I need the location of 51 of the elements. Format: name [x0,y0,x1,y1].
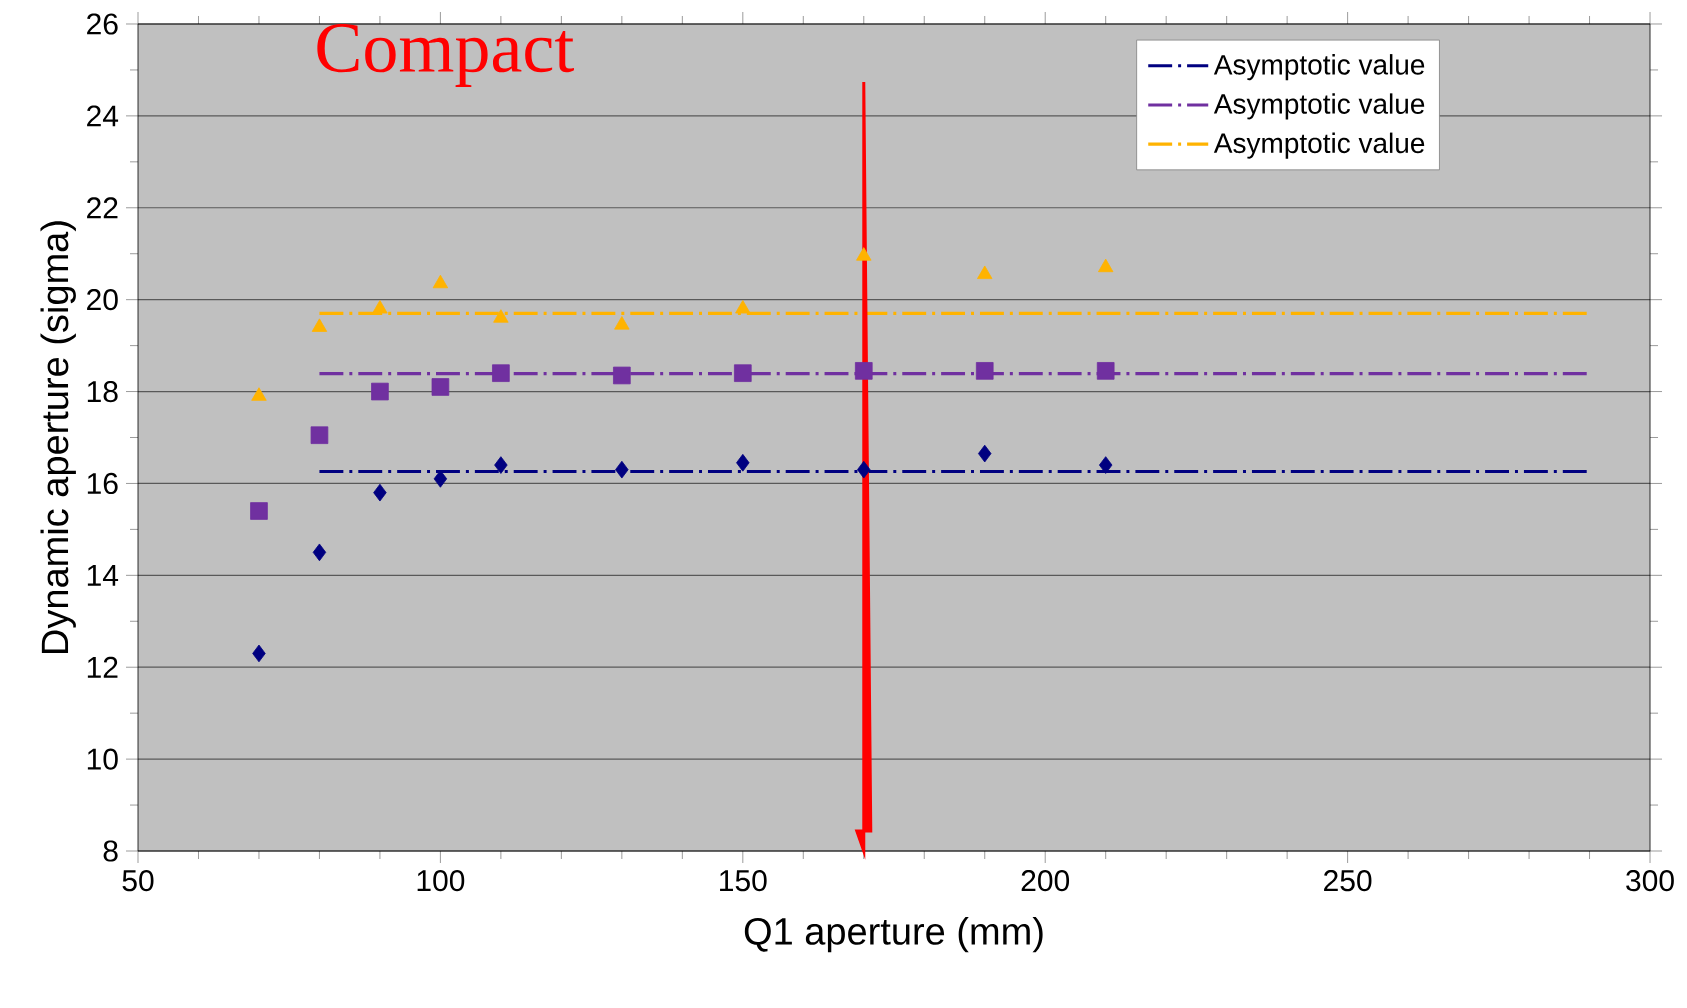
point [251,387,267,401]
x-tick-label: 300 [1626,870,1674,892]
y-tick-label: 8 [103,840,118,862]
point [613,366,631,385]
point [310,426,329,444]
x-axis-title: Q1 aperture (mm) [744,916,1043,953]
point [432,274,449,289]
point [492,364,510,382]
point [494,456,508,474]
legend-label: Asymptotic value [1213,132,1425,159]
y-tick-label: 16 [87,472,118,495]
legend-label: Asymptotic value [1213,93,1425,120]
point [1098,258,1114,273]
point [372,300,388,314]
point [431,378,450,396]
point [614,316,630,330]
y-tick-label: 24 [87,105,119,127]
y-tick-label: 18 [87,380,118,403]
point [978,444,992,463]
y-tick-label: 12 [87,656,118,678]
y-tick-label: 20 [87,289,118,311]
point [252,644,266,663]
y-tick-label: 14 [87,565,119,586]
point [1096,362,1115,380]
y-tick-label: 26 [87,13,118,35]
point [373,483,387,502]
y-tick-label: 10 [87,748,118,770]
point [734,364,752,382]
legend-label: Asymptotic value [1213,54,1425,81]
point [312,543,327,562]
point [856,247,872,261]
x-tick-label: 150 [720,870,767,892]
point [311,318,328,332]
annotation: Compact [317,23,574,87]
point [1098,456,1113,474]
point [735,300,751,314]
point [736,453,750,472]
point [977,265,993,279]
point [854,362,873,380]
x-tick-label: 250 [1324,870,1372,892]
y-axis-title: Dynamic aperture (sigma) [40,221,76,653]
point [857,460,871,479]
point [975,362,994,380]
x-tick-label: 100 [417,870,465,892]
point [371,382,389,401]
point [493,309,509,323]
x-tick-label: 200 [1021,870,1070,892]
x-tick-label: 50 [122,870,154,892]
y-tick-label: 22 [87,197,118,219]
point [615,460,629,479]
point [250,502,268,520]
